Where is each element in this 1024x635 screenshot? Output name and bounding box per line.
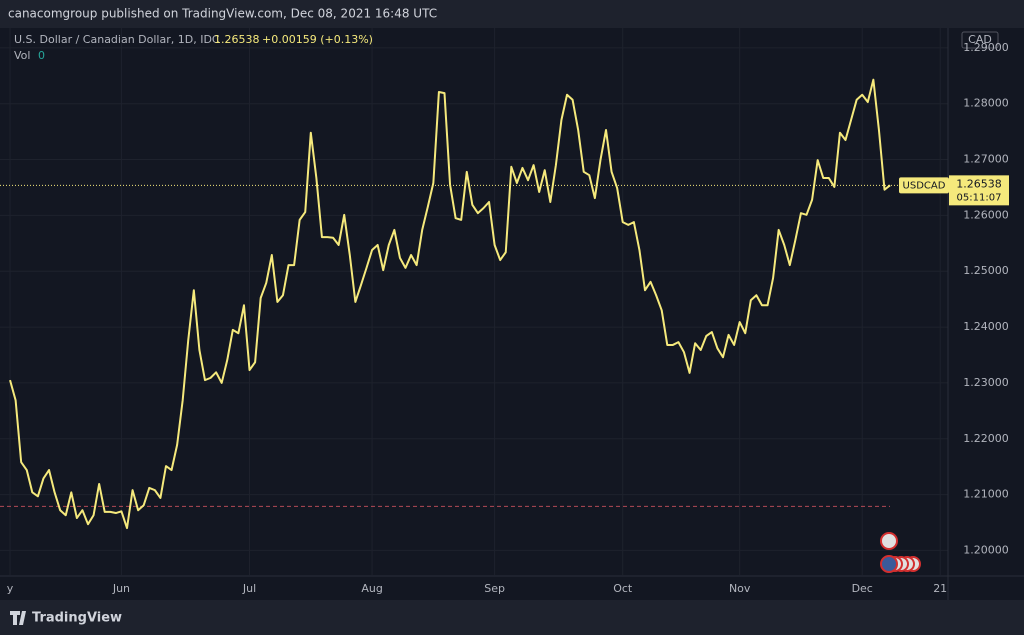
canada-flag-icon[interactable] [880,532,898,550]
y-tick-label: 1.23000 [963,376,1009,389]
y-tick-label: 1.28000 [963,97,1009,110]
y-tick-label: 1.25000 [963,264,1009,277]
plot-area [0,28,948,575]
tradingview-logo [10,611,26,625]
publisher-header: canacomgroup published on TradingView.co… [8,7,437,21]
x-tick-label: Sep [484,582,505,595]
x-tick-label: Jun [112,582,130,595]
footer-brand: TradingView [32,611,122,626]
x-tick-label: Jul [242,582,256,595]
price-line [9,78,891,530]
x-tick-label: Oct [613,582,633,595]
us-flag-icon[interactable] [880,555,898,573]
legend-change: +0.00159 (+0.13%) [262,33,373,46]
y-tick-label: 1.22000 [963,432,1009,445]
top-bar [0,0,1024,28]
volume-label: Vol [14,49,30,62]
symbol-title: U.S. Dollar / Canadian Dollar, 1D, IDC [14,33,220,46]
x-tick-label: y [7,582,14,595]
x-tick-label: Aug [361,582,382,595]
symbol-tag-label: USDCAD [903,180,946,191]
currency-label[interactable]: CAD [968,33,992,46]
y-tick-label: 1.21000 [963,488,1009,501]
event-flags[interactable] [880,532,921,573]
price-tag [949,175,1009,206]
y-tick-label: 1.29000 [963,41,1009,54]
y-tick-label: 1.20000 [963,543,1009,556]
x-tick-label: Dec [852,582,873,595]
y-tick-label: 1.24000 [963,320,1009,333]
bottom-bar [0,600,1024,635]
symbol-tag [899,177,949,194]
y-tick-label: 1.27000 [963,153,1009,166]
price-tag-countdown: 05:11:07 [957,192,1002,203]
currency-box[interactable] [961,31,999,49]
y-tick-label: 1.26000 [963,208,1009,221]
x-tick-label: 21 [933,582,947,595]
x-tick-label: Nov [729,582,751,595]
volume-value: 0 [38,49,45,62]
legend-last-value: 1.26538 [214,33,260,46]
price-tag-value: 1.26538 [956,177,1002,190]
